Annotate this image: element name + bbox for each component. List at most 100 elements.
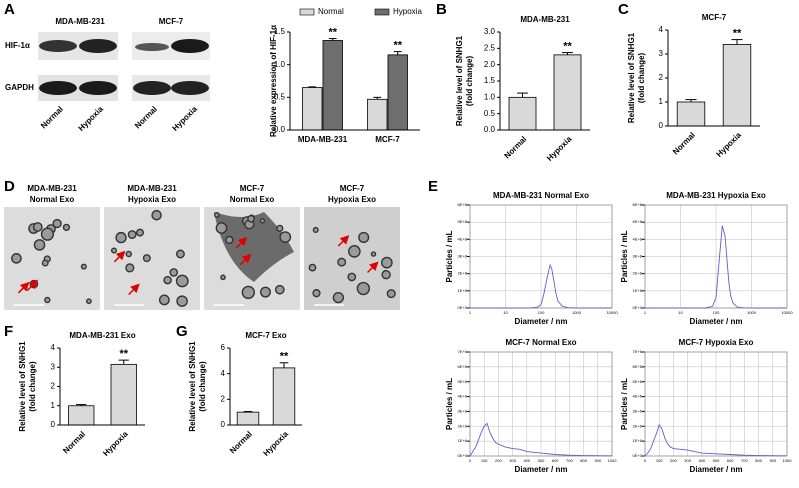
vesicle [274, 284, 285, 295]
y-tick-label: 3 [659, 49, 664, 58]
y-tick-label: 4E+8 [458, 236, 468, 241]
arrow [26, 279, 39, 292]
vesicle [259, 286, 271, 298]
x-tick-label: Normal [228, 430, 254, 456]
tem-title: MCF-7 [340, 184, 365, 193]
panel-letter: F [4, 323, 13, 340]
vesicle [381, 269, 391, 280]
y-tick-label: 5E+8 [633, 219, 643, 224]
significance: ** [280, 351, 289, 363]
x-tick-label: 1000 [783, 458, 793, 463]
y-tick-label: 0.0 [484, 125, 496, 134]
y-tick-label: 0 [51, 420, 56, 429]
x-tick-label: 0 [644, 458, 647, 463]
plot-frame [644, 204, 788, 309]
y-tick-label: 7E+6 [633, 349, 643, 354]
x-tick-label: 300 [684, 458, 691, 463]
x-tick-label: Hypoxia [715, 130, 744, 159]
y-tick-label: 0E+0 [458, 453, 468, 458]
x-tick-label: 200 [670, 458, 677, 463]
x-tick-label: 400 [523, 458, 530, 463]
significance: ** [733, 28, 742, 40]
vesicle [44, 296, 51, 304]
y-tick-label: 6E+8 [633, 202, 643, 207]
y-axis-label: Relative level of SNHG1 [188, 341, 197, 432]
vesicle [85, 298, 92, 305]
y-tick-label: 5E+8 [458, 219, 468, 224]
y-tick-label: 3.0 [484, 27, 496, 36]
vesicle [115, 231, 127, 244]
vesicle [80, 263, 87, 270]
x-tick-label: 100 [656, 458, 663, 463]
y-tick-label: 4 [51, 343, 56, 352]
x-tick-label: 500 [538, 458, 545, 463]
line-series [645, 225, 787, 309]
x-tick-label: 700 [566, 458, 573, 463]
vesicle [176, 295, 188, 307]
vesicle [175, 249, 185, 259]
arrow [337, 235, 350, 247]
y-tick-label: 0.5 [274, 92, 286, 101]
significance: ** [393, 40, 402, 52]
x-tick-label: Hypoxia [101, 429, 130, 458]
arrow [17, 281, 30, 294]
vesicle [32, 222, 43, 232]
chart-title: MDA-MB-231 Exo [69, 331, 135, 340]
plot-frame [469, 351, 613, 457]
y-tick-label: 5E+6 [633, 379, 643, 384]
x-tick-label: 100 [538, 310, 545, 315]
bar [322, 40, 343, 131]
chart-title: MCF-7 [702, 13, 727, 22]
vesicle [337, 257, 347, 267]
x-tick-label: 700 [741, 458, 748, 463]
y-tick-label: 0.5 [484, 109, 496, 118]
vesicle [312, 226, 319, 233]
vesicle [175, 274, 189, 288]
y-tick-label: 0.0 [274, 125, 286, 134]
plot-frame [469, 204, 613, 309]
y-axis-label: Relative level of SNHG1 [627, 32, 636, 123]
x-tick-label: 800 [755, 458, 762, 463]
legend-label: Normal [318, 7, 344, 16]
x-tick-label: 800 [580, 458, 587, 463]
tem-title: Normal Exo [230, 195, 275, 204]
y-tick-label: 1E+6 [458, 438, 468, 443]
y-tick-label: 3E+8 [633, 254, 643, 259]
vesicle [125, 250, 133, 258]
vesicle [358, 231, 370, 243]
cell-line-label: MDA-MB-231 [55, 17, 105, 26]
vesicle [158, 294, 170, 306]
vesicle [33, 239, 46, 251]
bar [722, 44, 752, 127]
vesicle [110, 247, 118, 254]
y-tick-label: 0E+0 [633, 453, 643, 458]
y-tick-label: 1E+6 [633, 438, 643, 443]
y-tick-label: 1.0 [484, 92, 496, 101]
y-axis-label: Relative level of SNHG1 [455, 35, 464, 126]
significance: ** [563, 40, 572, 52]
y-tick-label: 1E+8 [458, 288, 468, 293]
vesicle [215, 222, 228, 234]
vesicle [62, 223, 71, 232]
vesicle [40, 227, 55, 241]
tem-title: MDA-MB-231 [127, 184, 177, 193]
vesicle [220, 274, 226, 281]
y-tick-label: 2E+6 [633, 423, 643, 428]
y-tick-label: 5E+6 [458, 379, 468, 384]
vesicle [259, 218, 266, 224]
y-tick-label: 1.5 [484, 76, 496, 85]
y-tick-label: 1 [659, 97, 664, 106]
panel-letter: D [4, 178, 15, 195]
x-tick-label: 1000 [572, 310, 582, 315]
chart-title: MDA-MB-231 [520, 15, 570, 24]
y-tick-label: 1 [51, 401, 56, 410]
line-series [469, 422, 613, 457]
y-axis-label: (fold change) [637, 53, 646, 104]
panel-letter: A [4, 1, 15, 18]
y-tick-label: 0E+0 [633, 305, 643, 310]
vesicle [214, 212, 220, 218]
y-tick-label: 1E+8 [633, 288, 643, 293]
arrow [239, 253, 252, 266]
y-tick-label: 2 [659, 73, 664, 82]
